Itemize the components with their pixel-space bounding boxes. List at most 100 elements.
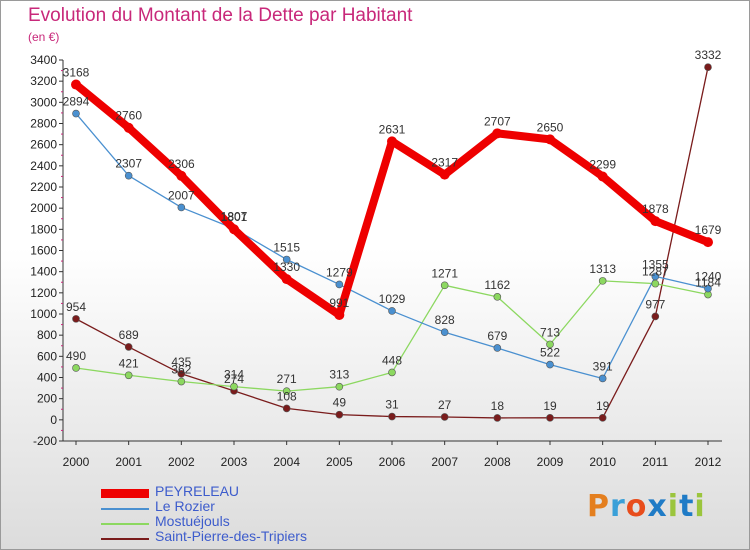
data-label: 713: [540, 325, 560, 339]
chart-unit: (en €): [28, 30, 60, 44]
data-point: [439, 169, 450, 180]
data-label: 31: [385, 398, 399, 412]
data-label: 2307: [115, 157, 142, 171]
y-tick-label: 1000: [30, 307, 57, 321]
data-point: [545, 134, 555, 145]
y-tick-label: 2600: [30, 138, 57, 152]
data-label: 1287: [642, 265, 669, 279]
data-label: 421: [119, 356, 139, 370]
y-tick-label: 3000: [30, 95, 57, 109]
data-label: 49: [333, 396, 347, 410]
x-tick-label: 2010: [589, 455, 616, 469]
data-point: [281, 274, 292, 285]
data-label: 18: [491, 399, 505, 413]
y-tick-label: 600: [37, 349, 57, 363]
data-label: 391: [593, 359, 613, 373]
data-label: 1279: [326, 265, 353, 279]
x-tick-label: 2011: [642, 455, 668, 469]
y-tick-label: 800: [37, 328, 57, 342]
proxiti-logo: Proxiti: [587, 489, 706, 524]
y-tick-label: 2200: [30, 180, 57, 194]
data-point: [546, 360, 554, 369]
data-point: [335, 410, 344, 419]
data-label: 2650: [537, 120, 564, 134]
data-point: [124, 171, 133, 180]
data-point: [123, 122, 134, 133]
data-label: 1271: [431, 266, 458, 280]
data-label: 1515: [273, 240, 300, 254]
data-point: [651, 279, 660, 288]
y-tick-label: 2800: [30, 117, 57, 131]
x-tick-label: 2002: [168, 455, 195, 469]
x-tick-label: 2004: [273, 455, 300, 469]
data-label: 271: [277, 372, 297, 386]
axes: -200 0 200 400 600 800 1000 1200 1400 1600 1800 200…: [30, 53, 722, 469]
y-tick-label: 1400: [30, 265, 57, 279]
data-point: [546, 414, 554, 422]
data-point: [704, 63, 712, 71]
data-label: 435: [171, 355, 191, 369]
data-label: 1330: [273, 260, 300, 274]
x-tick-label: 2003: [221, 455, 248, 469]
data-point: [651, 272, 660, 281]
data-label: 977: [645, 297, 665, 311]
data-point: [598, 414, 607, 422]
data-label: 362: [171, 363, 191, 377]
data-point: [388, 307, 396, 315]
data-point: [72, 315, 80, 323]
data-point: [440, 413, 449, 421]
data-point: [704, 284, 712, 293]
y-tick-label: 3200: [30, 74, 57, 88]
x-tick-label: 2009: [537, 455, 564, 469]
y-tick-label: 1200: [30, 286, 57, 300]
data-label: 954: [66, 300, 86, 314]
y-tick-label: -200: [33, 434, 57, 448]
data-label: 490: [66, 349, 86, 363]
legend-swatch: [101, 508, 149, 510]
data-label: 27: [438, 398, 452, 412]
y-tick-label: 200: [37, 392, 57, 406]
y-tick-label: 2400: [30, 159, 57, 173]
data-label: 1162: [484, 278, 510, 292]
data-point: [493, 414, 502, 422]
data-label: 991: [329, 296, 349, 310]
data-point: [546, 340, 554, 349]
y-tick-label: 1600: [30, 244, 57, 258]
data-label: 3332: [695, 48, 722, 62]
x-tick-label: 2008: [484, 455, 511, 469]
data-point: [335, 382, 344, 391]
data-point: [72, 364, 80, 372]
legend-swatch: [101, 538, 149, 540]
data-point: [493, 344, 502, 352]
data-point: [335, 280, 344, 289]
data-point: [229, 224, 239, 235]
data-label: 1029: [379, 292, 406, 306]
data-point: [388, 368, 396, 377]
data-point: [388, 412, 396, 421]
data-point: [387, 136, 397, 147]
series-labels: 954 689 435 274 108 49 31 27 18 19 19 977 3332 490 421…: [63, 48, 722, 413]
data-point: [282, 255, 291, 264]
legend-label: Saint-Pierre-des-Tripiers: [155, 528, 307, 544]
data-point: [230, 382, 238, 391]
data-label: 19: [543, 399, 557, 413]
data-point: [176, 170, 187, 181]
data-label: 1878: [642, 202, 669, 216]
data-point: [650, 216, 661, 227]
data-label: 3168: [63, 66, 90, 80]
data-label: 828: [435, 313, 455, 327]
y-tick-label: 2000: [30, 201, 57, 215]
data-label: 1240: [695, 270, 722, 284]
x-tick-label: 2000: [63, 455, 90, 469]
x-tick-label: 2006: [379, 455, 406, 469]
data-label: 2317: [431, 156, 458, 170]
y-tick-label: 1800: [30, 222, 57, 236]
y-tick-label: 0: [50, 413, 57, 427]
data-point: [598, 374, 607, 383]
data-label: 314: [224, 368, 244, 382]
data-label: 1184: [695, 276, 721, 290]
chart-title: Evolution du Montant de la Dette par Hab…: [28, 5, 413, 26]
data-label: 2894: [63, 95, 90, 109]
